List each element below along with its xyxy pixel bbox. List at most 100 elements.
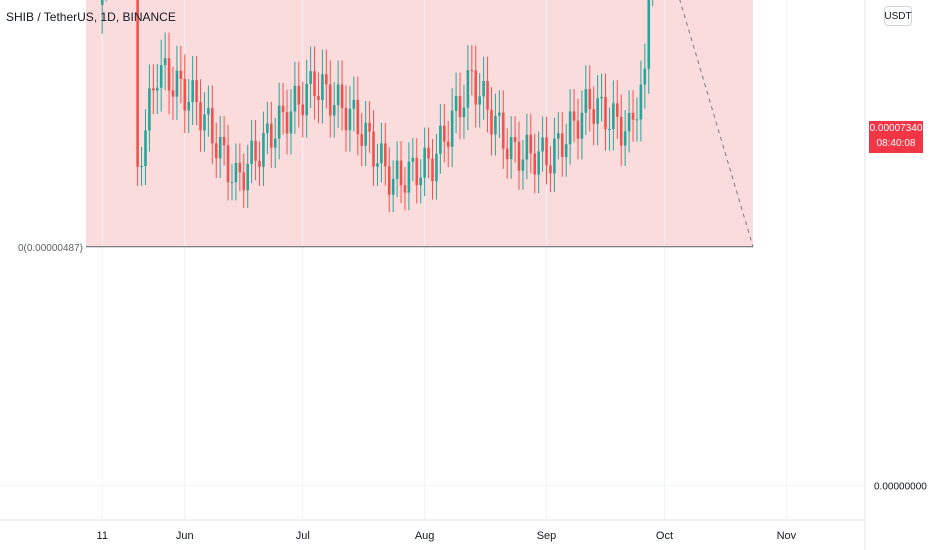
candle-body <box>647 0 651 69</box>
fib-zones <box>86 0 753 247</box>
candle-body <box>501 112 505 149</box>
fib-zone-0236-0 <box>86 0 753 247</box>
candle-body <box>458 96 462 118</box>
candle-body <box>600 96 603 99</box>
candle-body <box>431 158 434 182</box>
candle <box>207 85 210 137</box>
candle <box>521 140 525 190</box>
candle-body <box>545 137 548 166</box>
candle <box>321 49 324 124</box>
candle <box>592 86 596 146</box>
candle <box>250 119 253 184</box>
candle-body <box>592 109 596 124</box>
candle <box>301 81 305 138</box>
candle-body <box>462 107 466 118</box>
candle-body <box>313 71 316 96</box>
x-tick-label-3: Aug <box>415 530 435 542</box>
candle <box>356 76 360 156</box>
candle <box>155 63 159 115</box>
candle <box>269 101 273 168</box>
candle-body <box>262 132 265 167</box>
candle-body <box>568 111 572 145</box>
candle <box>344 85 348 152</box>
candle-body <box>372 131 375 167</box>
candle-body <box>509 137 513 160</box>
candle <box>431 138 434 200</box>
candle <box>384 122 387 186</box>
candle-body <box>258 160 261 167</box>
candle-body <box>230 182 234 184</box>
candle-body <box>442 125 446 142</box>
candle <box>159 39 163 112</box>
candle <box>600 73 603 122</box>
candle <box>647 0 651 94</box>
candle <box>513 116 517 163</box>
candle <box>305 59 308 138</box>
candle <box>266 101 269 155</box>
x-tick-label-6: Nov <box>777 530 797 542</box>
candle <box>289 89 293 155</box>
candle-body <box>352 99 356 109</box>
candle <box>494 93 497 156</box>
chart-title: SHIB / TetherUS, 1D, BINANCE <box>6 10 176 24</box>
candle <box>478 73 481 128</box>
candle <box>627 90 631 153</box>
candle <box>293 61 297 134</box>
candle-body <box>470 70 474 72</box>
candle-body <box>187 101 191 111</box>
candle-body <box>564 144 568 158</box>
candle-body <box>285 112 289 134</box>
candle-body <box>309 71 312 84</box>
candle-body <box>155 87 159 91</box>
candle-body <box>159 65 163 88</box>
candle <box>222 116 226 166</box>
candle-body <box>356 99 360 135</box>
candle <box>336 60 340 128</box>
candle <box>100 0 104 34</box>
candle-body <box>203 114 206 131</box>
candle-body <box>395 160 399 179</box>
candle <box>439 104 442 174</box>
candle <box>572 89 576 143</box>
candle <box>517 121 521 190</box>
candle-body <box>254 140 257 161</box>
candle-body <box>588 89 592 110</box>
candle <box>608 107 611 151</box>
candle-body <box>619 116 623 146</box>
candle <box>214 122 218 179</box>
candle <box>403 167 407 211</box>
candle-body <box>643 68 647 85</box>
bar-countdown: 08:40:08 <box>876 138 916 149</box>
candle-body <box>242 172 246 191</box>
candle-body <box>250 140 253 164</box>
candle <box>427 127 430 179</box>
candle-body <box>222 136 226 146</box>
candle-body <box>454 96 458 111</box>
currency-button[interactable]: USDT <box>884 6 912 26</box>
candle <box>411 138 415 182</box>
y-tick-label-0: 0.00000000 <box>874 482 927 493</box>
candle <box>148 64 151 152</box>
candle-body <box>332 105 336 116</box>
candle <box>635 97 639 142</box>
candle <box>470 45 474 96</box>
candle <box>454 72 458 134</box>
candle <box>258 141 261 186</box>
candle-body <box>446 141 450 147</box>
candle-body <box>615 103 619 117</box>
candle <box>230 163 234 201</box>
candle-body <box>191 80 194 102</box>
candle-body <box>348 108 352 131</box>
candle <box>486 56 489 133</box>
candle <box>317 72 320 124</box>
candle <box>584 65 588 136</box>
candle-body <box>246 163 250 191</box>
candle <box>466 45 470 131</box>
candle <box>435 133 438 200</box>
y-tick-label-1: 0.00001000 <box>874 0 927 2</box>
candle-body <box>596 98 599 124</box>
candle-body <box>537 151 540 175</box>
candle <box>462 84 466 140</box>
candle <box>285 89 289 155</box>
